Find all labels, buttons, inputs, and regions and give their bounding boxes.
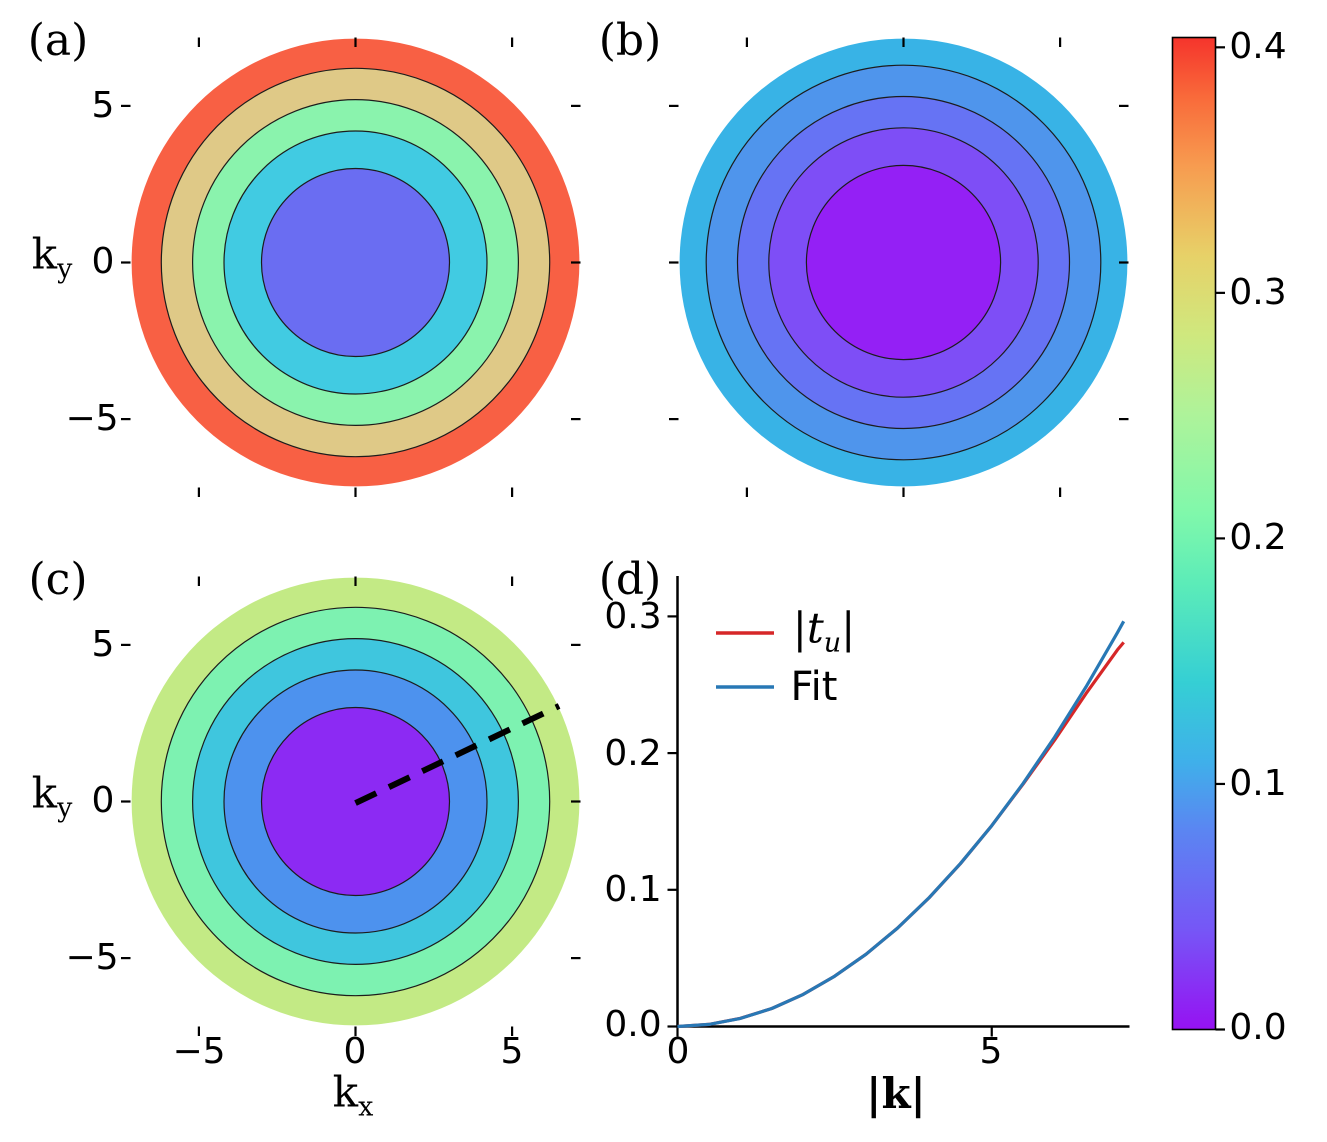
colorbar-tick-00: 0.0 bbox=[1229, 1007, 1287, 1048]
panel-c-xlabel-main: k bbox=[332, 1067, 359, 1117]
panel-d-ytick-03: 0.3 bbox=[604, 596, 662, 637]
panel-d-xtick-0: 0 bbox=[666, 1031, 690, 1072]
panel-c-xtick-neg5: −5 bbox=[172, 1031, 226, 1072]
panel-c-xlabel: kx bbox=[333, 1071, 374, 1123]
panel-a-ytick-0: 0 bbox=[91, 241, 115, 282]
panel-d-label: (d) bbox=[598, 554, 662, 605]
colorbar-tick-03: 0.3 bbox=[1229, 272, 1287, 313]
colorbar-gradient bbox=[1171, 36, 1225, 1031]
panel-c-ylabel-sub: y bbox=[57, 792, 73, 824]
panel-b-label: (b) bbox=[598, 15, 662, 66]
panel-a-label: (a) bbox=[27, 15, 89, 66]
panel-c-ylabel-main: k bbox=[31, 768, 58, 818]
panel-c-ylabel: ky bbox=[32, 772, 73, 824]
panel-a-contour-plot bbox=[121, 37, 581, 497]
colorbar-tick-01: 0.1 bbox=[1229, 763, 1287, 804]
panel-d-xlabel: |k| bbox=[866, 1069, 926, 1118]
panel-c-ytick-neg5: −5 bbox=[65, 937, 119, 978]
legend-fit-label: Fit bbox=[790, 664, 838, 710]
legend-tu-bar-left: | bbox=[792, 603, 807, 653]
panel-a-ylabel: ky bbox=[32, 233, 73, 285]
colorbar-tick-04: 0.4 bbox=[1229, 26, 1287, 67]
panel-d-line-plot bbox=[667, 576, 1130, 1037]
panel-a-ylabel-sub: y bbox=[57, 253, 73, 285]
panel-c-ytick-0: 0 bbox=[91, 780, 115, 821]
panel-c-xtick-0: 0 bbox=[343, 1031, 367, 1072]
panel-d-ytick-00: 0.0 bbox=[604, 1004, 662, 1045]
panel-d-ytick-01: 0.1 bbox=[604, 869, 662, 910]
panel-c-xlabel-sub: x bbox=[358, 1091, 374, 1123]
legend-tu-label: |tu| bbox=[793, 607, 856, 659]
panel-c-contour-plot bbox=[121, 576, 581, 1036]
panel-d-ytick-02: 0.2 bbox=[604, 733, 662, 774]
panel-b-contour-plot bbox=[669, 37, 1129, 497]
panel-c-xtick-5: 5 bbox=[500, 1031, 524, 1072]
panel-c-label: (c) bbox=[28, 554, 88, 605]
colorbar-tick-02: 0.2 bbox=[1229, 517, 1287, 558]
legend-tu-symbol: t bbox=[806, 603, 824, 653]
legend-tu-bar-right: | bbox=[841, 603, 856, 653]
legend-tu-subscript: u bbox=[823, 627, 842, 659]
panel-a-ytick-neg5: −5 bbox=[65, 398, 119, 439]
panel-d-xtick-5: 5 bbox=[979, 1031, 1003, 1072]
panel-a-ytick-5: 5 bbox=[91, 85, 115, 126]
panel-c-ytick-5: 5 bbox=[91, 624, 115, 665]
panel-a-ylabel-main: k bbox=[31, 229, 58, 279]
